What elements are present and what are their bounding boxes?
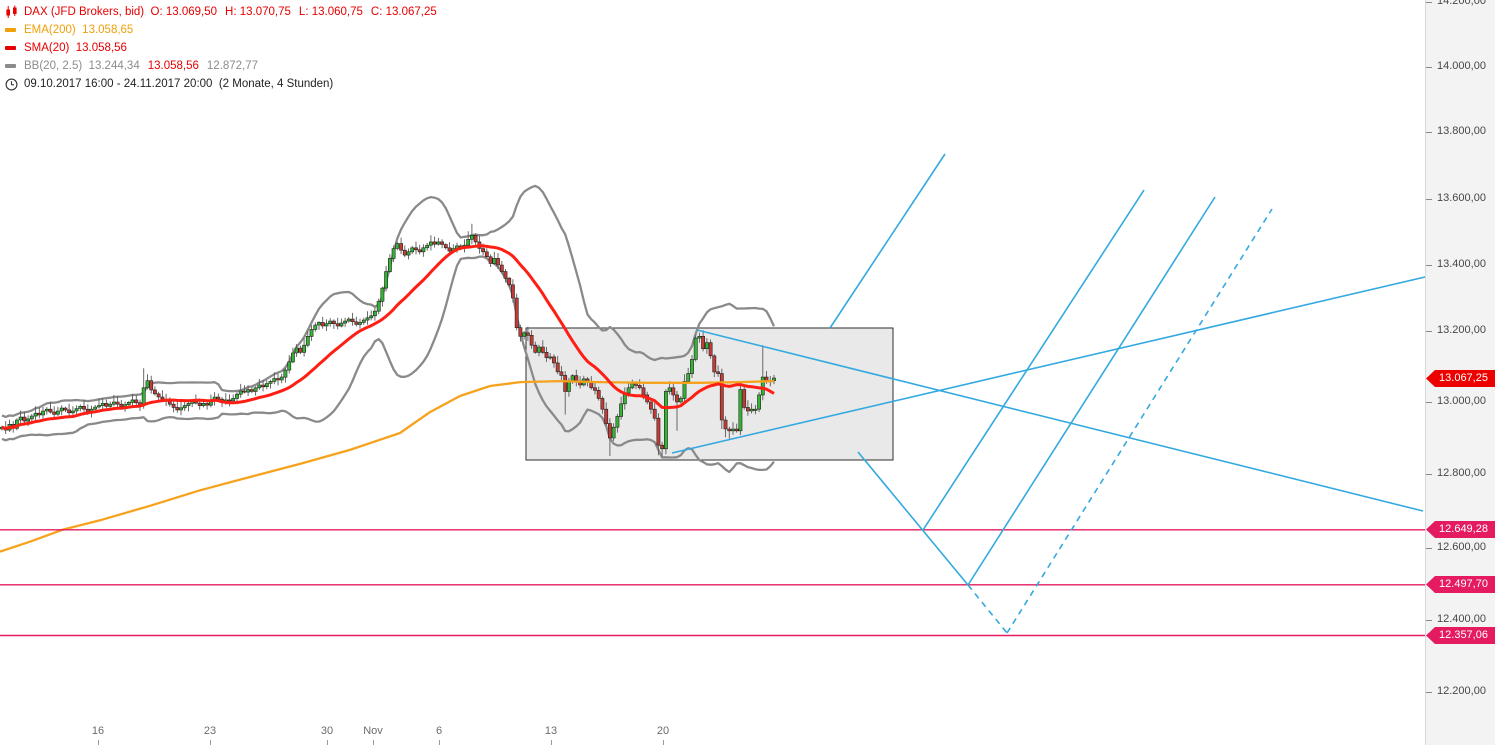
instrument-title: DAX (JFD Brokers, bid)	[24, 6, 145, 18]
sma-value: 13.058,56	[75, 42, 127, 54]
y-axis-tick-mark	[1426, 132, 1432, 133]
bb-middle-value: 13.058,56	[147, 60, 199, 72]
legend-row-period: 09.10.2017 16:00 - 24.11.2017 20:00 (2 M…	[5, 75, 437, 93]
x-axis-tick-mark	[439, 740, 440, 745]
ema-label: EMA(200)	[24, 24, 76, 36]
x-axis-tick-label: 6	[435, 725, 443, 737]
y-axis-tick-label: 12.200,00	[1437, 685, 1486, 697]
open-value: 13.069,50	[165, 6, 218, 18]
y-axis-tick-mark	[1426, 692, 1432, 693]
support-price-flag: 12.649,28	[1426, 521, 1495, 538]
sma-line[interactable]	[1, 244, 775, 431]
x-axis-tick-label: 30	[320, 725, 334, 737]
y-axis-tick-mark	[1426, 402, 1432, 403]
sma-label: SMA(20)	[24, 42, 70, 54]
legend-row-bb[interactable]: BB(20, 2.5) 13.244,34 13.058,56 12.872,7…	[5, 57, 437, 75]
trend-line[interactable]	[967, 196, 1216, 586]
y-axis-tick-mark	[1426, 474, 1432, 475]
x-axis-tick-mark	[551, 740, 552, 745]
x-axis-tick-mark	[373, 740, 374, 745]
trend-line[interactable]	[829, 153, 946, 329]
period-info: (2 Monate, 4 Stunden)	[218, 78, 334, 90]
trend-line[interactable]	[696, 329, 1424, 512]
close-label: C:	[370, 6, 383, 18]
x-axis-tick-mark	[327, 740, 328, 745]
low-label: L:	[298, 6, 309, 18]
bb-line-icon	[5, 64, 20, 68]
chart-legend: DAX (JFD Brokers, bid) O: 13.069,50 H: 1…	[5, 3, 437, 93]
y-axis-tick-mark	[1426, 620, 1432, 621]
open-label: O:	[150, 6, 163, 18]
clock-icon	[5, 78, 20, 91]
ema-value: 13.058,65	[82, 24, 134, 36]
time-axis[interactable]: 16 23 30 Nov 6 13 20	[0, 715, 1425, 745]
bb-label: BB(20, 2.5)	[24, 60, 83, 72]
bb-upper-value: 13.244,34	[88, 60, 140, 72]
trend-line[interactable]	[1006, 208, 1273, 634]
x-axis-tick-label: 13	[544, 725, 558, 737]
candlestick-series[interactable]	[0, 235, 776, 450]
y-axis-tick-label: 13.600,00	[1437, 192, 1486, 204]
y-axis-tick-mark	[1426, 265, 1432, 266]
candlestick-icon	[5, 5, 20, 19]
y-axis-tick-mark	[1426, 548, 1432, 549]
y-axis-tick-label: 13.400,00	[1437, 258, 1486, 270]
high-label: H:	[225, 6, 237, 18]
x-axis-tick-mark	[663, 740, 664, 745]
y-axis-tick-label: 12.800,00	[1437, 467, 1486, 479]
sma-line-icon	[5, 46, 20, 50]
x-axis-tick-label: Nov	[363, 725, 383, 737]
current-price-flag: 13.067,25	[1426, 370, 1495, 387]
y-axis-tick-label: 13.800,00	[1437, 125, 1486, 137]
y-axis-tick-label: 13.000,00	[1437, 395, 1486, 407]
y-axis-tick-label: 14.200,00	[1437, 0, 1486, 7]
trend-line[interactable]	[857, 451, 969, 586]
x-axis-tick-label: 20	[656, 725, 670, 737]
legend-row-instrument[interactable]: DAX (JFD Brokers, bid) O: 13.069,50 H: 1…	[5, 3, 437, 21]
y-axis-tick-label: 12.400,00	[1437, 613, 1486, 625]
high-value: 13.070,75	[239, 6, 291, 18]
y-axis-tick-label: 13.200,00	[1437, 324, 1486, 336]
bollinger-lower-band[interactable]	[1, 255, 775, 474]
y-axis-tick-label: 14.000,00	[1437, 60, 1486, 72]
x-axis-tick-label: 23	[203, 725, 217, 737]
low-value: 13.060,75	[311, 6, 363, 18]
x-axis-tick-mark	[98, 740, 99, 745]
bb-lower-value: 12.872,77	[206, 60, 259, 72]
trend-line[interactable]	[967, 584, 1008, 634]
y-axis-tick-label: 12.600,00	[1437, 541, 1486, 553]
x-axis-tick-label: 16	[91, 725, 105, 737]
legend-row-ema[interactable]: EMA(200) 13.058,65	[5, 21, 437, 39]
support-price-flag: 12.357,06	[1426, 627, 1495, 644]
trend-line[interactable]	[671, 276, 1426, 454]
date-range: 09.10.2017 16:00 - 24.11.2017 20:00	[24, 78, 213, 90]
ema-line-icon	[5, 28, 20, 32]
y-axis-tick-mark	[1426, 67, 1432, 68]
close-value: 13.067,25	[385, 6, 437, 18]
y-axis-tick-mark	[1426, 2, 1432, 3]
bearish-candles[interactable]	[3, 235, 769, 450]
y-axis-tick-mark	[1426, 331, 1432, 332]
ema-line[interactable]	[0, 379, 775, 553]
trend-line[interactable]	[922, 189, 1145, 531]
support-price-flag: 12.497,70	[1426, 576, 1495, 593]
x-axis-tick-mark	[210, 740, 211, 745]
y-axis-tick-mark	[1426, 199, 1432, 200]
legend-row-sma[interactable]: SMA(20) 13.058,56	[5, 39, 437, 57]
